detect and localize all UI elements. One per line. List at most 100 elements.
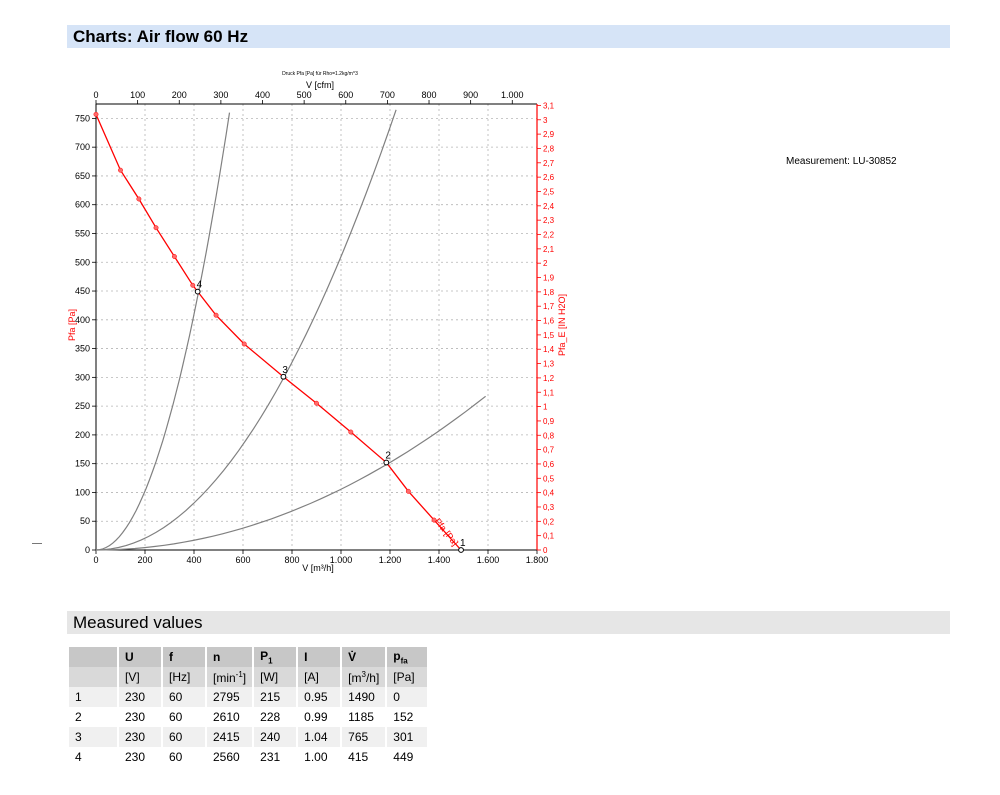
- y-right-tick-label: 3,1: [543, 101, 555, 110]
- cell: 2795: [207, 687, 253, 707]
- y-right-tick-label: 0,3: [543, 503, 555, 512]
- pfa-curve-point: [136, 196, 142, 202]
- operating-point: [458, 547, 464, 553]
- table-row: 3 230 60 2415 240 1.04 765 301: [69, 727, 428, 747]
- y-right-tick-label: 2,1: [543, 245, 555, 254]
- cell: 1.00: [298, 747, 341, 767]
- y-right-tick-label: 2,6: [543, 173, 555, 182]
- cell: 415: [342, 747, 386, 767]
- y-right-tick-label: 2,9: [543, 130, 555, 139]
- header-I: I: [298, 647, 341, 667]
- y-right-tick-label: 1,3: [543, 360, 555, 369]
- cell: 231: [254, 747, 297, 767]
- pfa-curve-point: [190, 282, 196, 288]
- y-right-tick-label: 1,4: [543, 345, 555, 354]
- y-right-tick-label: 2,3: [543, 216, 555, 225]
- x-top-tick-label: 900: [463, 90, 478, 100]
- y-right-tick-label: 0,7: [543, 446, 555, 455]
- cell: 230: [119, 707, 161, 727]
- y-right-tick-label: 0,2: [543, 517, 555, 526]
- y-tick-label: 350: [75, 344, 90, 354]
- x-top-axis-label: V [cfm]: [306, 80, 334, 90]
- x-top-tick-label: 600: [338, 90, 353, 100]
- y-right-tick-label: 3: [543, 116, 548, 125]
- y-tick-label: 750: [75, 113, 90, 123]
- side-dash: [32, 543, 42, 544]
- y-tick-label: 0: [85, 545, 90, 555]
- operating-point-label: 1: [460, 538, 466, 549]
- y-tick-label: 650: [75, 171, 90, 181]
- y-right-tick-label: 0,4: [543, 489, 555, 498]
- x-top-tick-label: 300: [213, 90, 228, 100]
- header-V: V̇: [342, 647, 386, 667]
- cell: 228: [254, 707, 297, 727]
- table-row: 1 230 60 2795 215 0.95 1490 0: [69, 687, 428, 707]
- x-top-tick-label: 500: [297, 90, 312, 100]
- y-right-tick-label: 1,6: [543, 317, 555, 326]
- x-tick-label: 200: [137, 555, 152, 565]
- air-flow-chart: 0 200 400 600 800 1.000 1.200 1.400 1.600 1.80005…: [67, 71, 567, 573]
- header-U: U: [119, 647, 161, 667]
- header-row-main: U f n P1 I V̇ pfa: [69, 647, 428, 667]
- pfa-curve-point: [171, 254, 177, 259]
- system-curve: [95, 109, 397, 551]
- y-tick-label: 600: [75, 200, 90, 210]
- header-pfa: pfa: [387, 647, 428, 667]
- cell: 230: [119, 727, 161, 747]
- y-tick-label: 400: [75, 315, 90, 325]
- operating-point: [383, 459, 390, 466]
- cell: 60: [163, 747, 205, 767]
- y-tick-label: 550: [75, 228, 90, 238]
- cell: 449: [387, 747, 428, 767]
- x-top-tick-label: 800: [422, 90, 437, 100]
- operating-point: [194, 288, 201, 295]
- cell: 1490: [342, 687, 386, 707]
- cell: 1: [69, 687, 117, 707]
- cell: 230: [119, 687, 161, 707]
- y-right-tick-label: 1,5: [543, 331, 555, 340]
- y-right-tick-label: 2,5: [543, 187, 555, 196]
- operating-point-label: 3: [282, 365, 288, 376]
- unit-f: [Hz]: [163, 667, 205, 687]
- x-tick-label: 1.600: [477, 555, 500, 565]
- cell: 0: [387, 687, 428, 707]
- x-tick-label: 1.000: [330, 555, 353, 565]
- x-top-tick-label: 200: [172, 90, 187, 100]
- table-row: 2 230 60 2610 228 0.99 1185 152: [69, 707, 428, 727]
- x-top-tick-label: 400: [255, 90, 270, 100]
- chart-title: Druck Pfa [Pa] für Rho=1.2kg/m^3: [282, 71, 358, 77]
- header-row-units: [V] [Hz] [min-1] [W] [A] [m3/h] [Pa]: [69, 667, 428, 687]
- y-right-tick-label: 0: [543, 546, 548, 555]
- pfa-curve-point: [213, 312, 219, 318]
- y-tick-label: 150: [75, 459, 90, 469]
- x-tick-label: 1.200: [379, 555, 402, 565]
- y-tick-label: 300: [75, 372, 90, 382]
- header-n: n: [207, 647, 253, 667]
- y-right-tick-label: 2,8: [543, 144, 555, 153]
- y-right-tick-label: 1,9: [543, 274, 555, 283]
- pfa-curve-point: [153, 225, 159, 231]
- cell: 240: [254, 727, 297, 747]
- y-right-tick-label: 2: [543, 259, 548, 268]
- cell: 765: [342, 727, 386, 747]
- operating-point-label: 2: [385, 451, 391, 462]
- unit-U: [V]: [119, 667, 161, 687]
- cell: 2560: [207, 747, 253, 767]
- y-right-tick-label: 0,8: [543, 431, 555, 440]
- system-curve: [95, 112, 231, 551]
- unit-pfa: [Pa]: [387, 667, 428, 687]
- x-top-tick-label: 0: [93, 90, 98, 100]
- y-axis-label: Pfa [Pa]: [67, 309, 77, 341]
- chart-section-header: Charts: Air flow 60 Hz: [67, 25, 950, 48]
- y-right-tick-label: 0,5: [543, 474, 555, 483]
- y-right-tick-label: 2,2: [543, 231, 555, 240]
- pfa-curve-point: [241, 341, 247, 347]
- unit-P1: [W]: [254, 667, 297, 687]
- y-right-axis-label: Pfa_E [IN H2O]: [557, 294, 567, 356]
- y-tick-label: 50: [80, 516, 90, 526]
- pfa-curve-point: [93, 111, 99, 117]
- y-right-tick-label: 1,2: [543, 374, 555, 383]
- x-tick-label: 1.800: [526, 555, 549, 565]
- cell: 215: [254, 687, 297, 707]
- cell: 3: [69, 727, 117, 747]
